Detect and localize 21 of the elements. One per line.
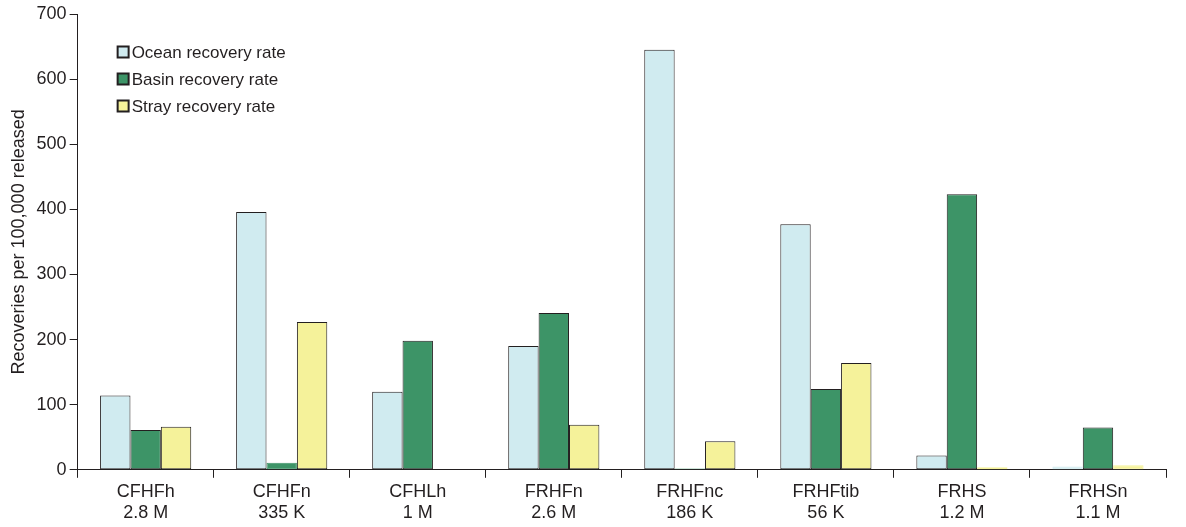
- legend-label: Ocean recovery rate: [131, 42, 286, 62]
- y-tick-label: 300: [36, 263, 67, 284]
- x-tick-label: CFHFh 2.8 M: [116, 480, 175, 523]
- x-tick-label: FRHFn 2.6 M: [524, 480, 583, 523]
- y-tick-label: 200: [36, 328, 67, 349]
- legend-label: Stray recovery rate: [131, 96, 276, 116]
- x-tick-label: CFHLh 1 M: [389, 480, 447, 523]
- y-tick-label: 700: [36, 2, 67, 23]
- y-tick-label: 500: [36, 133, 67, 154]
- x-tick-label: FRHFnc 186 K: [656, 480, 724, 523]
- y-tick-label: 100: [36, 393, 67, 414]
- x-tick-label: FRHFtib 56 K: [792, 480, 860, 523]
- x-tick-label: FRHSn 1.1 M: [1068, 480, 1128, 523]
- x-tick-label: FRHS 1.2 M: [937, 480, 987, 523]
- y-tick-label: 0: [56, 458, 67, 479]
- bar: [1113, 465, 1144, 470]
- y-axis-title: Recoveries per 100,000 released: [7, 109, 28, 375]
- x-tick-label: CFHFn 335 K: [252, 480, 311, 523]
- y-tick-label: 600: [36, 68, 67, 89]
- y-tick-label: 400: [36, 198, 67, 219]
- legend-label: Basin recovery rate: [131, 69, 279, 89]
